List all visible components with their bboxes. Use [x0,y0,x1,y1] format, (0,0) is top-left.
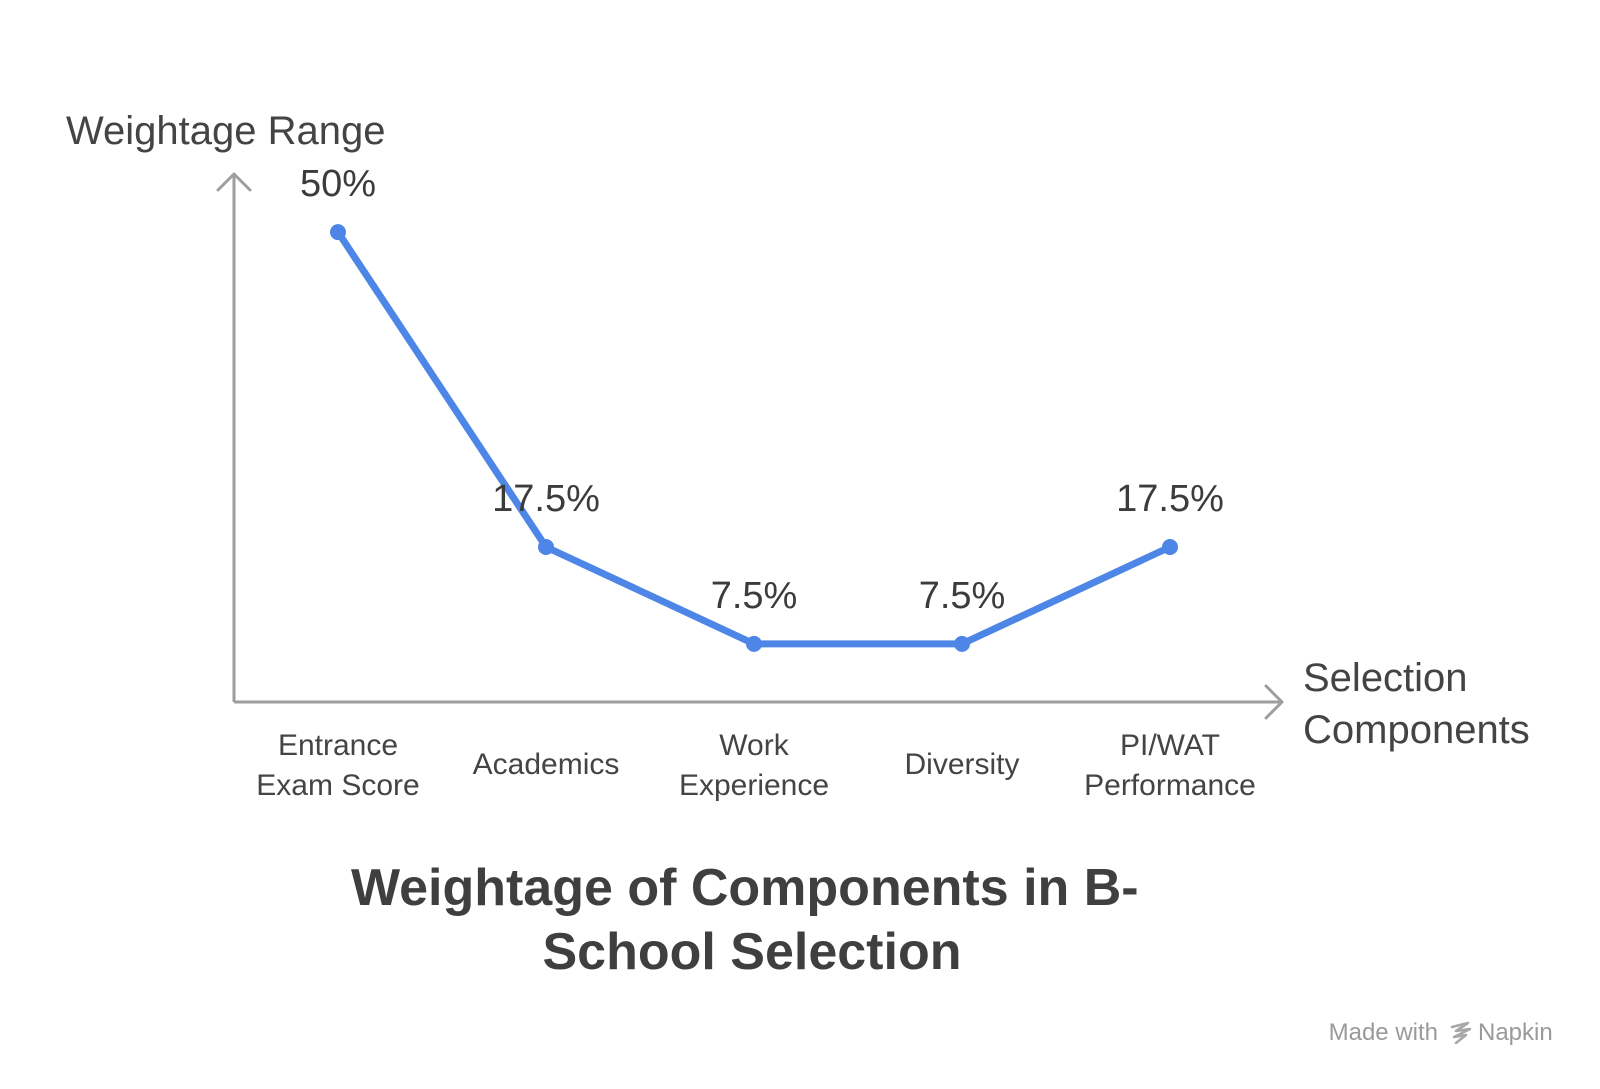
data-label: 17.5% [1116,478,1224,520]
x-tick-label: Work Experience [679,729,829,802]
data-point[interactable] [1162,538,1178,555]
chart-title-line-2: School Selection [543,923,962,981]
data-point[interactable] [538,538,554,555]
x-tick-labels: Entrance Exam Score Academics Work Experienc… [256,729,1256,802]
made-with-credit[interactable]: Made with Napkin [1329,1019,1553,1046]
x-tick-label-line: PI/WAT [1120,729,1220,762]
x-tick-label: Entrance Exam Score [256,729,419,802]
x-tick-label-line: Performance [1084,769,1256,802]
x-tick-label-line: Work [719,729,789,762]
x-tick-label-line: Diversity [904,748,1019,781]
series-weightage [330,224,1178,652]
x-axis-arrowhead [1264,684,1284,720]
data-label: 50% [300,163,376,205]
data-label: 17.5% [492,478,600,520]
x-tick-label: Diversity [904,748,1019,781]
y-axis-title: Weightage Range [66,109,386,153]
credit-prefix: Made with [1329,1019,1438,1046]
y-axis-arrowhead [216,172,252,192]
data-label: 7.5% [919,575,1006,617]
x-axis-title-line-2: Components [1303,708,1530,752]
x-tick-label-line: Entrance [278,729,398,762]
napkin-logo-icon [1450,1021,1472,1045]
credit-brand: Napkin [1478,1019,1553,1046]
chart-title-line-1: Weightage of Components in B- [351,859,1139,917]
x-axis-title-line-1: Selection [1303,656,1468,700]
data-label: 7.5% [711,575,798,617]
axes [216,172,1284,720]
x-tick-label-line: Academics [473,748,620,781]
data-point[interactable] [330,224,346,241]
x-tick-label: Academics [473,748,620,781]
data-labels: 50% 17.5% 7.5% 7.5% 17.5% [300,163,1224,617]
x-tick-label: PI/WAT Performance [1084,729,1256,802]
data-point[interactable] [954,635,970,652]
x-tick-label-line: Exam Score [256,769,419,802]
chart-title: Weightage of Components in B- School Sel… [351,859,1153,981]
x-axis-title: Selection Components [1303,656,1530,752]
x-tick-label-line: Experience [679,769,829,802]
data-point[interactable] [746,635,762,652]
